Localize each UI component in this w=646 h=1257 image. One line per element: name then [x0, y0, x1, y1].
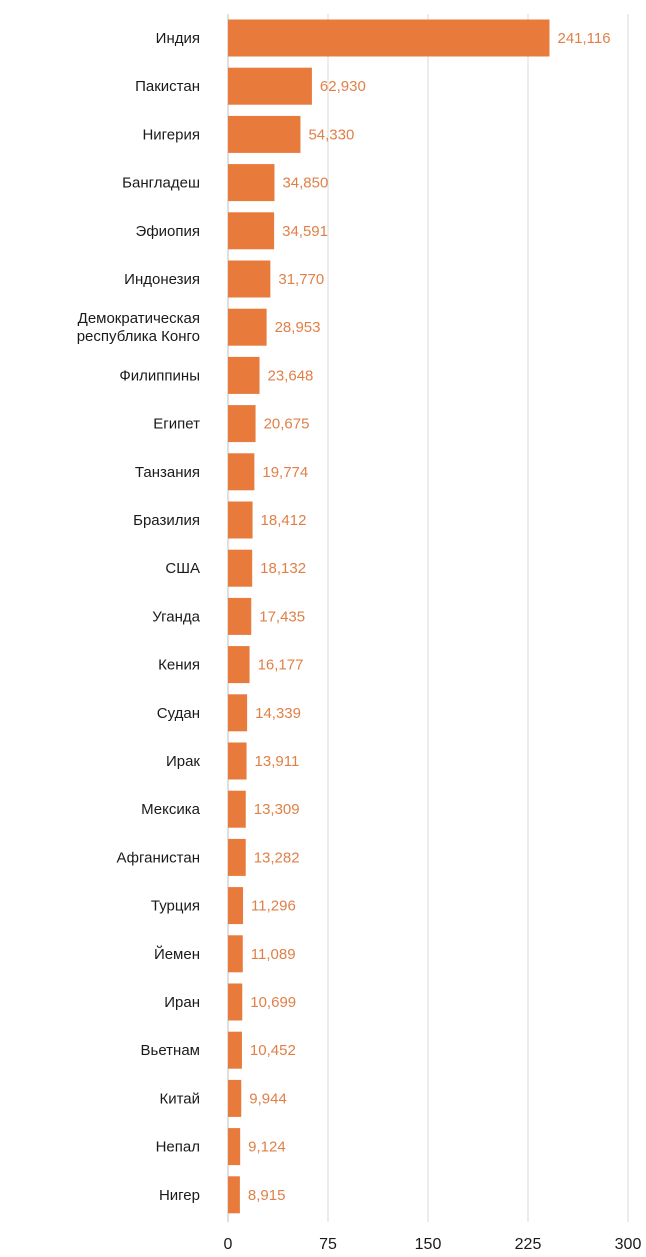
category-label: Нигер [159, 1187, 200, 1204]
bar [228, 743, 247, 780]
x-tick-label: 0 [224, 1236, 233, 1253]
bar [228, 1176, 240, 1213]
bar [228, 164, 274, 201]
value-label: 241,116 [557, 30, 610, 47]
bar [228, 261, 270, 298]
category-label: Непал [156, 1139, 200, 1156]
category-label: Пакистан [135, 78, 200, 95]
value-label: 13,282 [254, 849, 300, 866]
bar [228, 68, 312, 105]
x-tick-label: 75 [319, 1236, 337, 1253]
bar [228, 598, 251, 635]
bar [228, 502, 253, 539]
category-label-line: республика Конго [77, 328, 200, 345]
bar [228, 116, 300, 153]
category-label: Танзания [135, 464, 200, 481]
category-label: Египет [153, 416, 200, 433]
bar [228, 1032, 242, 1069]
bar [228, 984, 242, 1021]
category-label: США [165, 560, 200, 577]
bar [228, 357, 260, 394]
value-label: 62,930 [320, 78, 366, 95]
x-tick-label: 150 [415, 1236, 442, 1253]
category-label: Йемен [154, 945, 200, 963]
value-label: 14,339 [255, 705, 301, 722]
bar [228, 791, 246, 828]
bar [228, 405, 256, 442]
value-label: 34,591 [282, 223, 328, 240]
bar [228, 550, 252, 587]
bar [228, 1128, 240, 1165]
value-label: 10,699 [250, 994, 296, 1011]
value-label: 18,412 [261, 512, 307, 529]
category-label: Судан [157, 705, 200, 722]
category-label: Ирак [166, 753, 200, 770]
category-label: Нигерия [142, 126, 200, 143]
category-label: Индия [156, 30, 200, 47]
category-label: Эфиопия [136, 223, 200, 240]
value-label: 17,435 [259, 608, 305, 625]
value-label: 13,309 [254, 801, 300, 818]
value-label: 9,124 [248, 1139, 286, 1156]
bar [228, 646, 250, 683]
bar [228, 839, 246, 876]
bar [228, 20, 549, 57]
bar [228, 887, 243, 924]
value-label: 11,296 [251, 898, 296, 915]
x-tick-label: 225 [515, 1236, 542, 1253]
value-label: 16,177 [258, 657, 304, 674]
bar [228, 309, 267, 346]
category-label: Иран [164, 994, 200, 1011]
category-label: Вьетнам [141, 1042, 200, 1059]
category-label: Бангладеш [122, 175, 200, 192]
category-label: Уганда [152, 608, 200, 625]
category-label: Филиппины [119, 367, 200, 384]
category-label: Китай [159, 1090, 200, 1107]
value-label: 54,330 [308, 126, 354, 143]
bar [228, 453, 254, 490]
value-label: 11,089 [251, 946, 296, 963]
bar [228, 1080, 241, 1117]
value-label: 34,850 [282, 175, 328, 192]
category-label: Турция [151, 898, 200, 915]
x-tick-label: 300 [615, 1236, 642, 1253]
value-label: 20,675 [264, 416, 310, 433]
category-label: Кения [158, 657, 200, 674]
bar [228, 212, 274, 249]
x-axis: 0 75 150 225 300 [224, 1236, 642, 1253]
bar [228, 694, 247, 731]
category-label: Бразилия [133, 512, 200, 529]
label-layer: 241,116 Индия 62,930 Пакистан 54,330 Нигерия 3… [77, 30, 611, 1204]
value-label: 31,770 [278, 271, 324, 288]
category-label: Индонезия [124, 271, 200, 288]
value-label: 28,953 [275, 319, 321, 336]
value-label: 13,911 [255, 753, 300, 770]
category-label-line: Демократическая [78, 310, 200, 327]
bar [228, 935, 243, 972]
category-label: Афганистан [117, 849, 201, 866]
value-label: 23,648 [268, 367, 314, 384]
value-label: 18,132 [260, 560, 306, 577]
category-label: Мексика [141, 801, 201, 818]
value-label: 9,944 [249, 1090, 287, 1107]
value-label: 19,774 [262, 464, 308, 481]
category-label: Демократическая республика Конго [77, 310, 200, 345]
value-label: 10,452 [250, 1042, 296, 1059]
value-label: 8,915 [248, 1187, 286, 1204]
